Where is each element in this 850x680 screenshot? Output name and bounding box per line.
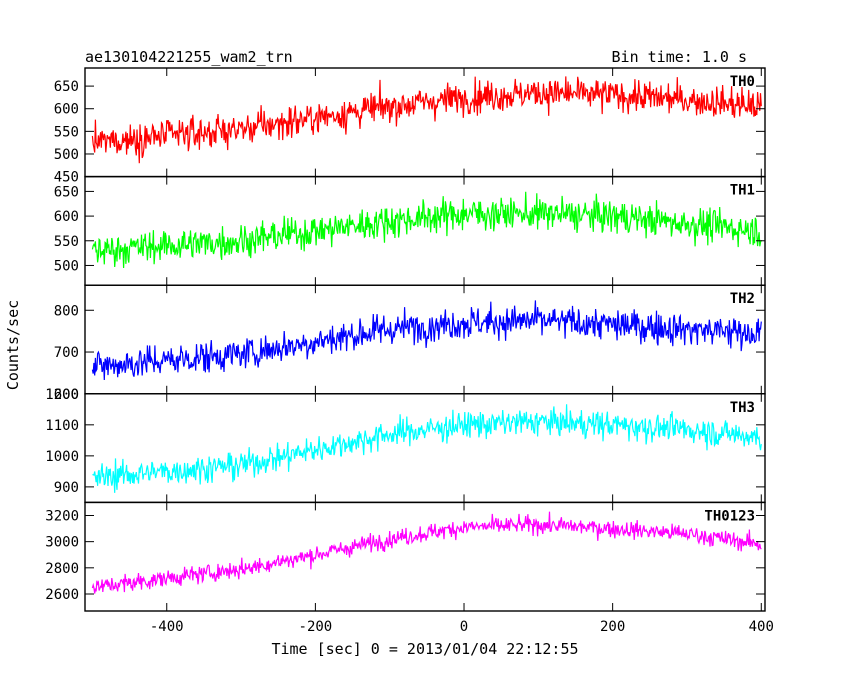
- y-tick-label: 3000: [45, 535, 79, 551]
- y-tick-label: 900: [54, 480, 79, 496]
- series-line-th1: [91, 191, 762, 269]
- y-tick-label: 3200: [45, 508, 79, 524]
- x-tick-label: -400: [150, 619, 184, 635]
- panel-frame-th0123: [84, 501, 766, 612]
- y-tick-label: 700: [54, 345, 79, 361]
- y-tick-label: 1000: [45, 449, 79, 465]
- panel-label-th0123: TH0123: [704, 508, 755, 524]
- y-tick-label: 1200: [45, 387, 79, 403]
- panel-frame-th0: [84, 67, 766, 178]
- x-tick-label: 400: [749, 619, 774, 635]
- y-tick-label: 550: [54, 124, 79, 140]
- panel-label-th0: TH0: [730, 74, 755, 90]
- y-tick-label: 1100: [45, 418, 79, 434]
- panel-label-th2: TH2: [730, 291, 755, 307]
- y-tick-label: 2800: [45, 561, 79, 577]
- y-tick-label: 600: [54, 387, 79, 403]
- x-axis-title: Time [sec] 0 = 2013/01/04 22:12:55: [271, 640, 578, 658]
- series-line-th3: [92, 404, 762, 493]
- y-tick-label: 550: [54, 234, 79, 250]
- series-line-th0: [91, 76, 762, 164]
- bin-time-label: Bin time: 1.0 s: [612, 48, 747, 66]
- y-axis-title: Counts/sec: [4, 300, 22, 390]
- series-line-th0123: [91, 511, 762, 594]
- y-tick-label: 500: [54, 147, 79, 163]
- series-line-th2: [91, 300, 762, 381]
- x-tick-label: -200: [299, 619, 333, 635]
- chart-panels: 450 500 550 600 650 TH0 500 550 600 650 TH1 600 700 8…: [45, 67, 774, 635]
- panel-label-th1: TH1: [730, 183, 755, 199]
- y-tick-label: 500: [54, 258, 79, 274]
- panel-frame-th1: [84, 175, 766, 286]
- y-tick-label: 800: [54, 303, 79, 319]
- y-tick-label: 600: [54, 102, 79, 118]
- y-tick-label: 2600: [45, 587, 79, 603]
- x-tick-label: 0: [460, 619, 468, 635]
- y-tick-label: 650: [54, 184, 79, 200]
- y-tick-label: 450: [54, 170, 79, 186]
- x-tick-label: 200: [600, 619, 625, 635]
- panel-frame-th2: [84, 284, 766, 395]
- chart-title: ae130104221255_wam2_trn: [85, 48, 293, 66]
- y-tick-label: 650: [54, 79, 79, 95]
- y-tick-label: 600: [54, 209, 79, 225]
- panel-label-th3: TH3: [730, 400, 755, 416]
- panel-frame-th3: [84, 393, 766, 504]
